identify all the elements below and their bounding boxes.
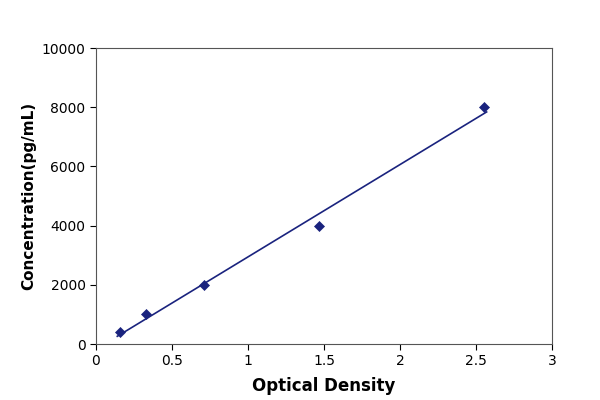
- X-axis label: Optical Density: Optical Density: [253, 377, 395, 395]
- Y-axis label: Concentration(pg/mL): Concentration(pg/mL): [21, 102, 36, 290]
